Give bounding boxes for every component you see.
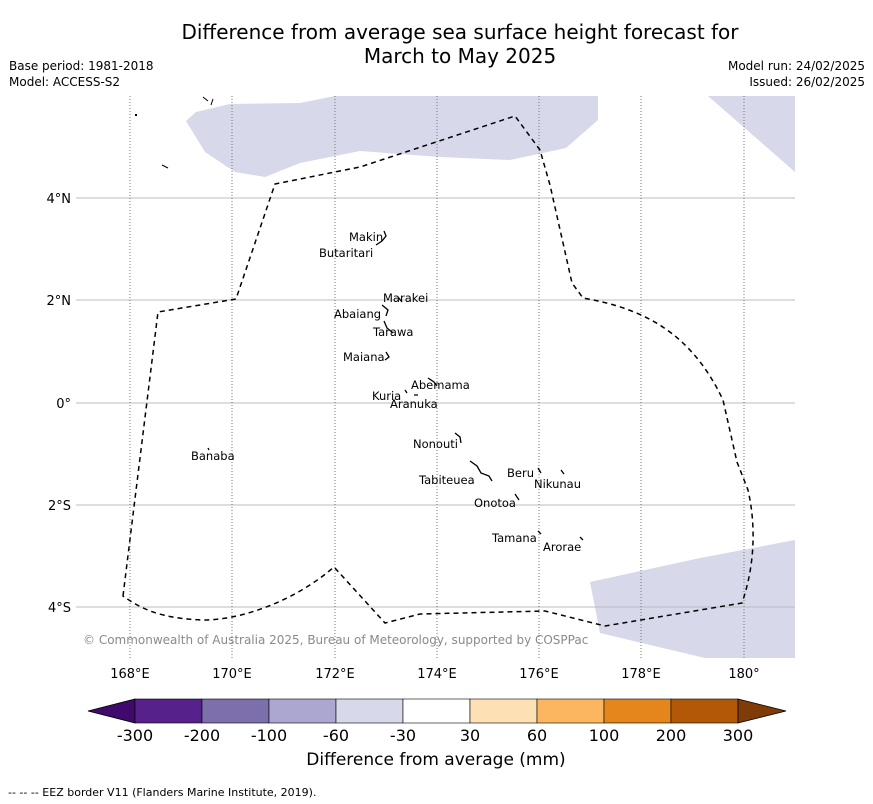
model-run: Model run: 24/02/2025	[727, 59, 865, 73]
colorbar-segment	[603, 698, 672, 724]
anomaly-region-southeast	[590, 540, 795, 658]
colorbar-tick-label: -300	[117, 726, 153, 745]
island-tamana	[537, 530, 542, 535]
island-label-nikunau: Nikunau	[534, 477, 581, 491]
island-label-tarawa: Tarawa	[372, 325, 413, 339]
base-period: Base period: 1981-2018	[9, 59, 154, 73]
graticule	[76, 197, 795, 608]
island-marakei	[397, 296, 403, 303]
colorbar-segment	[402, 698, 471, 724]
lon-label: 174°E	[417, 667, 457, 682]
colorbar-tick-label: 60	[527, 726, 547, 745]
colorbar-tick-label: -60	[323, 726, 349, 745]
model-name: Model: ACCESS-S2	[9, 75, 121, 89]
island-kuria-aranuka	[404, 389, 418, 396]
lon-label: 168°E	[110, 667, 150, 682]
lon-label: 176°E	[519, 667, 559, 682]
title-line-1: Difference from average sea surface heig…	[181, 20, 739, 44]
lon-label: 180°	[728, 667, 759, 682]
latitude-labels: 4°N 2°N 0° 2°S 4°S	[47, 192, 72, 616]
copyright-credit: © Commonwealth of Australia 2025, Bureau…	[83, 633, 588, 647]
colorbar	[87, 698, 787, 724]
island-tarawa	[383, 320, 394, 334]
eez-source-note: -- -- -- EEZ border V11 (Flanders Marine…	[8, 786, 317, 799]
colorbar-tick-label: 100	[589, 726, 620, 745]
anomaly-regions	[135, 96, 795, 658]
lon-label: 172°E	[315, 667, 355, 682]
island-label-banaba: Banaba	[191, 449, 235, 463]
island-nikunau	[560, 469, 565, 475]
title-line-2: March to May 2025	[363, 44, 557, 68]
island-maiana	[384, 351, 390, 361]
island-label-marakei: Marakei	[383, 291, 428, 305]
lon-label: 170°E	[212, 667, 252, 682]
colorbar-title: Difference from average (mm)	[306, 750, 566, 770]
island-label-tabiteuea: Tabiteuea	[418, 473, 475, 487]
island-label-makin: Makin	[349, 230, 383, 244]
island-label-maiana: Maiana	[343, 350, 385, 364]
colorbar-tick-label: 300	[723, 726, 754, 745]
lat-label: 4°S	[48, 601, 71, 616]
island-label-beru: Beru	[507, 466, 534, 480]
colorbar-segment	[335, 698, 404, 724]
longitude-labels: 168°E 170°E 172°E 174°E 176°E 178°E 180°	[110, 667, 759, 682]
island-makin-butaritari	[375, 230, 387, 246]
anomaly-region-north	[186, 96, 598, 177]
colorbar-segment	[670, 698, 739, 724]
island-label-butaritari: Butaritari	[319, 246, 373, 260]
eez-border	[122, 115, 754, 627]
island-label-abaiang: Abaiang	[334, 307, 381, 321]
colorbar-tick-label: 30	[460, 726, 480, 745]
meridians	[129, 96, 745, 658]
island-label-nonouti: Nonouti	[413, 437, 458, 451]
colorbar-extend-low	[87, 698, 136, 724]
island-label-arorae: Arorae	[543, 540, 581, 554]
island-outlines	[207, 230, 584, 541]
island-nonouti	[454, 432, 462, 444]
colorbar-extend-high	[737, 698, 787, 724]
island-label-abemama: Abemama	[411, 378, 470, 392]
map-title: Difference from average sea surface heig…	[140, 20, 780, 68]
coast-fragment	[161, 164, 169, 169]
lat-label: 4°N	[47, 192, 72, 207]
model-info: Base period: 1981-2018 Model: ACCESS-S2	[9, 58, 154, 90]
island-tabiteuea	[469, 460, 493, 482]
island-label-tamana: Tamana	[491, 531, 537, 545]
island-abaiang	[381, 304, 389, 317]
island-abemama	[427, 377, 438, 387]
lat-label: 2°S	[48, 499, 71, 514]
colorbar-segment	[268, 698, 337, 724]
island-label-kuria: Kuria	[372, 389, 401, 403]
colorbar-segment	[469, 698, 538, 724]
island-arorae	[579, 536, 584, 541]
colorbar-tick-label: 200	[656, 726, 687, 745]
coast-fragment	[202, 96, 214, 106]
island-label-aranuka: Aranuka	[390, 397, 438, 411]
island-onotoa	[514, 493, 520, 501]
run-info: Model run: 24/02/2025 Issued: 26/02/2025	[728, 58, 865, 90]
island-banaba	[207, 447, 210, 451]
issued-date: Issued: 26/02/2025	[749, 75, 865, 89]
lat-label: 0°	[56, 397, 71, 412]
colorbar-segment	[201, 698, 270, 724]
anomaly-region-northeast	[708, 96, 795, 172]
colorbar-tick-labels: -300 -200 -100 -60 -30 30 60 100 200 300	[117, 726, 753, 745]
island-beru	[537, 467, 542, 474]
lon-label: 178°E	[621, 667, 661, 682]
colorbar-tick-label: -30	[390, 726, 416, 745]
lat-label: 2°N	[47, 294, 72, 309]
colorbar-tick-label: -100	[251, 726, 287, 745]
island-label-onotoa: Onotoa	[474, 496, 516, 510]
colorbar-tick-label: -200	[184, 726, 220, 745]
colorbar-segment	[536, 698, 605, 724]
colorbar-segment	[134, 698, 203, 724]
